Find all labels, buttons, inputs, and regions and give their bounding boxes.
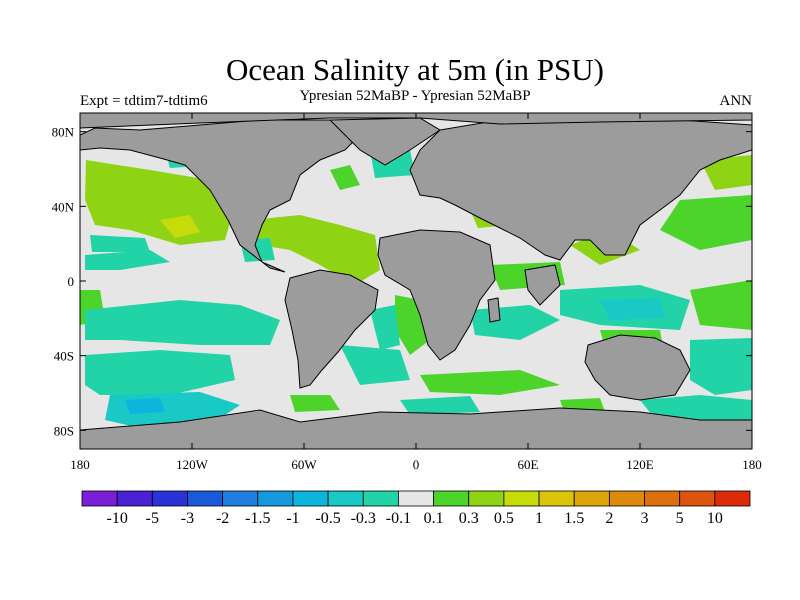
anomaly-patch (690, 338, 752, 395)
lon-tick-label: 60W (291, 457, 317, 472)
lat-tick-label: 40S (54, 349, 74, 364)
colorbar-swatch (608, 490, 645, 507)
anomaly-patch (600, 298, 665, 320)
colorbar-label: 10 (707, 510, 723, 527)
season-label: ANN (719, 93, 753, 109)
colorbar-swatch (151, 490, 188, 507)
colorbar-label: -0.1 (386, 510, 411, 527)
map-subtitle: Ypresian 52MaBP - Ypresian 52MaBP (299, 88, 531, 104)
colorbar-label: 0.3 (459, 510, 479, 527)
axis-ticks: 80N 40N 0 40S 80S 180 120W 60W 0 60E 120E 180 (52, 113, 762, 472)
anomaly-patch (250, 215, 380, 285)
anomaly-patch (85, 350, 235, 395)
anomaly-patch (400, 396, 480, 415)
colorbar-swatch (257, 490, 294, 507)
colorbar-swatch (187, 490, 224, 507)
eurasia-landmass (409, 117, 752, 261)
colorbar-label: -0.5 (315, 510, 340, 527)
colorbar-label: -10 (106, 510, 127, 527)
colorbar-swatch (292, 490, 329, 507)
anomaly-patch (85, 250, 170, 270)
lat-tick-label: 0 (68, 274, 75, 289)
colorbar-swatch (327, 490, 364, 507)
south-america-landmass (284, 269, 379, 389)
anomaly-patch (660, 195, 752, 250)
anomaly-patch (340, 345, 410, 385)
anomaly-patch (370, 305, 400, 350)
colorbar-label: 1 (535, 510, 543, 527)
anomaly-patch (160, 215, 200, 238)
madagascar-landmass (487, 297, 501, 323)
colorbar-swatch (398, 490, 434, 507)
colorbar-swatch (714, 490, 751, 507)
map-title: Ocean Salinity at 5m (in PSU) (226, 52, 604, 87)
lon-tick-label: 180 (70, 457, 90, 472)
lon-tick-label: 180 (742, 457, 762, 472)
anomaly-patch (85, 300, 280, 345)
africa-landmass (377, 229, 496, 361)
colorbar: -10 -5 -3 -2 -1.5 -1 -0.5 -0.3 -0.1 0.1 0.3 0.5 1 1.5… (81, 490, 751, 527)
anomaly-patch (690, 280, 752, 330)
anomaly-patch (420, 370, 560, 395)
anomaly-patch (90, 235, 150, 252)
anomaly-patch (85, 160, 235, 245)
lon-tick-label: 0 (413, 457, 420, 472)
colorbar-label: 2 (605, 510, 613, 527)
lon-tick-label: 60E (518, 457, 539, 472)
colorbar-label: 1.5 (564, 510, 584, 527)
antarctica-landmass (80, 407, 752, 449)
colorbar-label: -1 (286, 510, 299, 527)
australia-landmass (584, 334, 691, 401)
colorbar-swatch (679, 490, 716, 507)
india-landmass (524, 264, 561, 306)
colorbar-label: -5 (146, 510, 159, 527)
colorbar-swatch (81, 490, 118, 507)
colorbar-label: -2 (216, 510, 229, 527)
colorbar-swatch (538, 490, 575, 507)
anomaly-patch (125, 398, 165, 414)
anomaly-patch (330, 165, 360, 190)
colorbar-swatch (222, 490, 259, 507)
colorbar-swatch (644, 490, 681, 507)
anomaly-patch (290, 395, 340, 412)
colorbar-label: -3 (181, 510, 194, 527)
colorbar-label: 5 (676, 510, 684, 527)
lon-tick-label: 120E (626, 457, 654, 472)
colorbar-swatch (573, 490, 610, 507)
colorbar-swatch (433, 490, 470, 507)
colorbar-swatch (503, 490, 540, 507)
colorbar-swatch (468, 490, 505, 507)
arctic-landmass (80, 113, 752, 129)
colorbar-label: -0.3 (351, 510, 376, 527)
experiment-label: Expt = tdtim7-tdtim6 (80, 93, 208, 109)
colorbar-swatch (362, 490, 399, 507)
colorbar-swatch (116, 490, 153, 507)
lat-tick-label: 80N (52, 125, 75, 140)
lat-tick-label: 40N (52, 199, 75, 214)
salinity-anomaly-fields (80, 140, 752, 428)
colorbar-label: 0.1 (424, 510, 444, 527)
colorbar-label: 0.5 (494, 510, 514, 527)
colorbar-label: 3 (641, 510, 649, 527)
lon-tick-label: 120W (176, 457, 209, 472)
colorbar-label: -1.5 (245, 510, 270, 527)
continents (80, 113, 752, 449)
lat-tick-label: 80S (54, 423, 74, 438)
